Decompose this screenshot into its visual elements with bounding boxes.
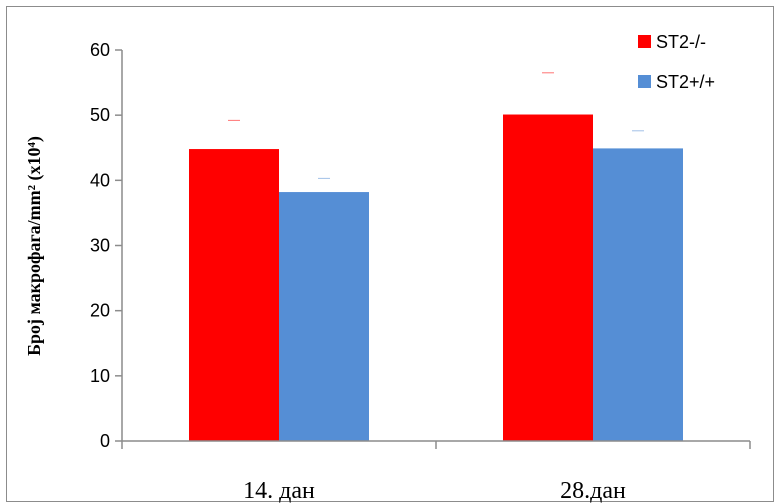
legend-swatch-1: [638, 75, 651, 88]
error-bars-layer: [228, 72, 644, 179]
legend: ST2-/- ST2+/+: [638, 32, 715, 92]
bars-layer: [189, 114, 683, 441]
y-axis-title: Број макрофага/mm² (x10⁴): [24, 136, 45, 356]
bar-1-1: [593, 148, 683, 441]
y-tick-label-30: 30: [90, 236, 110, 256]
y-tick-label-10: 10: [90, 366, 110, 386]
x-category-label-1: 28.дан: [560, 478, 626, 503]
y-tick-label-60: 60: [90, 40, 110, 60]
y-tick-label-40: 40: [90, 170, 110, 190]
bar-1-0: [279, 192, 369, 441]
legend-label-0: ST2-/-: [656, 32, 706, 52]
legend-label-1: ST2+/+: [656, 72, 715, 92]
bar-0-1: [503, 114, 593, 441]
bar-0-0: [189, 149, 279, 441]
y-tick-label-50: 50: [90, 105, 110, 125]
ticks-layer: 0 10 20 30 40 50 60 14. дан 28.дан: [90, 40, 751, 503]
y-tick-label-20: 20: [90, 301, 110, 321]
y-tick-label-0: 0: [100, 431, 110, 451]
legend-swatch-0: [638, 35, 651, 48]
x-category-label-0: 14. дан: [243, 478, 315, 503]
